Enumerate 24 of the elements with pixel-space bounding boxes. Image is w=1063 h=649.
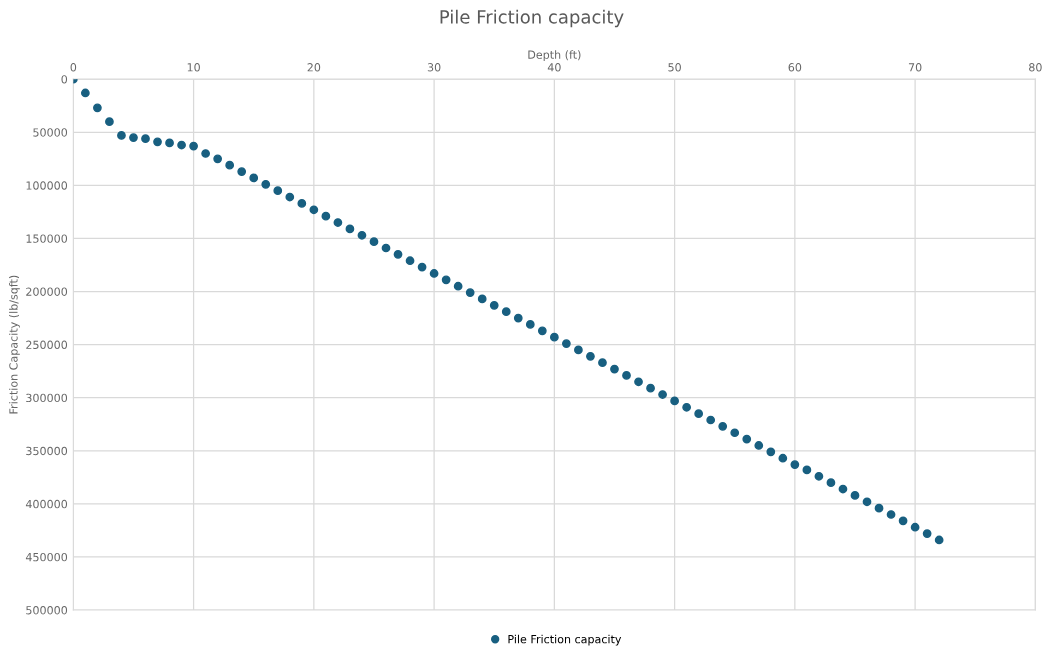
y-tick-label: 500000: [26, 606, 68, 615]
x-tick-label: 40: [547, 63, 561, 72]
y-tick-label: 450000: [25, 552, 68, 562]
y-tick-label: 350000: [26, 446, 68, 456]
y-tick-label: 0: [61, 75, 68, 84]
legend-label: Pile Friction capacity: [508, 634, 622, 646]
x-axis-title: Depth (ft): [528, 50, 581, 62]
y-tick-label: 400000: [25, 499, 68, 509]
x-tick-label: 10: [187, 63, 200, 72]
y-tick-label: 50000: [33, 128, 68, 137]
x-tick-label: 20: [307, 63, 321, 72]
x-tick-label: 80: [1029, 63, 1042, 72]
x-tick-label: 30: [427, 63, 441, 72]
y-tick-label: 250000: [26, 340, 68, 349]
y-axis-title: Friction Capacity (lb/sqft): [9, 275, 20, 414]
y-tick-label: 100000: [26, 181, 68, 190]
chart-title: Pile Friction capacity: [440, 9, 624, 28]
y-tick-label: 150000: [26, 234, 68, 243]
x-tick-label: 50: [668, 63, 681, 72]
x-tick-label: 0: [70, 63, 77, 72]
x-tick-label: 70: [908, 63, 922, 72]
x-tick-label: 60: [788, 63, 802, 72]
y-tick-label: 300000: [26, 393, 68, 403]
y-tick-label: 200000: [26, 287, 68, 296]
